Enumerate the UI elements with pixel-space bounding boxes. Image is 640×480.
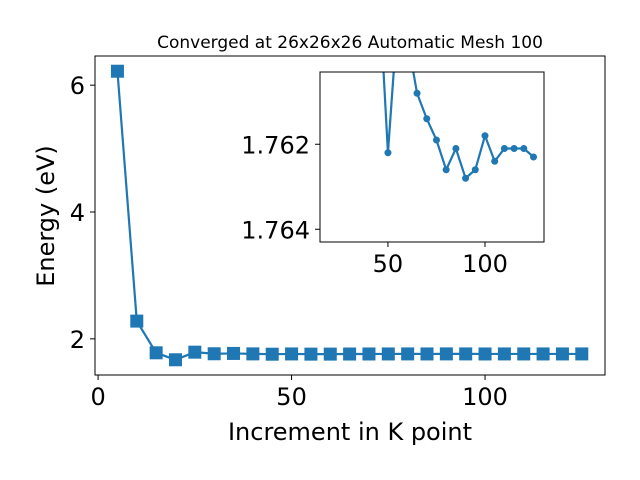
axes-frame (94, 55, 606, 376)
x-tick-label: 0 (90, 383, 105, 411)
marker (452, 145, 460, 152)
marker (362, 347, 376, 361)
marker (343, 347, 357, 361)
marker (530, 153, 538, 161)
marker (478, 347, 492, 361)
marker (517, 347, 531, 361)
marker (188, 345, 202, 359)
x-tick-label: 100 (462, 250, 508, 278)
marker (439, 347, 453, 361)
marker (246, 347, 260, 361)
marker (304, 347, 318, 361)
marker (323, 347, 337, 361)
marker (401, 347, 415, 361)
x-tick-label: 50 (276, 383, 307, 411)
plot (110, 64, 589, 367)
x-axis-label: Increment in K point (228, 418, 472, 446)
marker (555, 347, 569, 361)
marker (575, 347, 589, 361)
marker (265, 347, 279, 361)
axes-frame (319, 71, 545, 243)
marker (491, 157, 499, 165)
y-tick-label: 2 (70, 326, 85, 354)
marker (110, 64, 124, 78)
marker (536, 347, 550, 361)
marker (471, 166, 479, 174)
marker (423, 115, 431, 123)
y-tick-label: 1.762 (241, 131, 310, 159)
chart-title: Converged at 26x26x26 Automatic Mesh 100 (157, 33, 543, 53)
marker (227, 346, 241, 360)
y-tick-label: 1.764 (241, 216, 310, 244)
marker (510, 145, 518, 152)
marker (442, 166, 450, 174)
marker (500, 145, 508, 152)
marker (207, 347, 221, 361)
marker (432, 136, 440, 144)
marker (462, 174, 470, 182)
plot (382, 72, 538, 182)
marker (381, 347, 395, 361)
marker (520, 145, 528, 152)
marker (497, 347, 511, 361)
marker (285, 347, 299, 361)
y-axis-label: Energy (eV) (32, 145, 60, 287)
marker (168, 353, 182, 367)
marker (420, 347, 434, 361)
marker (130, 314, 144, 328)
marker (481, 132, 489, 140)
x-tick-label: 50 (373, 250, 404, 278)
marker (413, 89, 421, 97)
y-tick-label: 4 (70, 199, 85, 227)
x-tick-label: 100 (462, 383, 508, 411)
marker (149, 346, 163, 360)
marker (384, 149, 392, 157)
plot-area (320, 72, 544, 242)
marker (459, 347, 473, 361)
y-tick-label: 6 (70, 72, 85, 100)
